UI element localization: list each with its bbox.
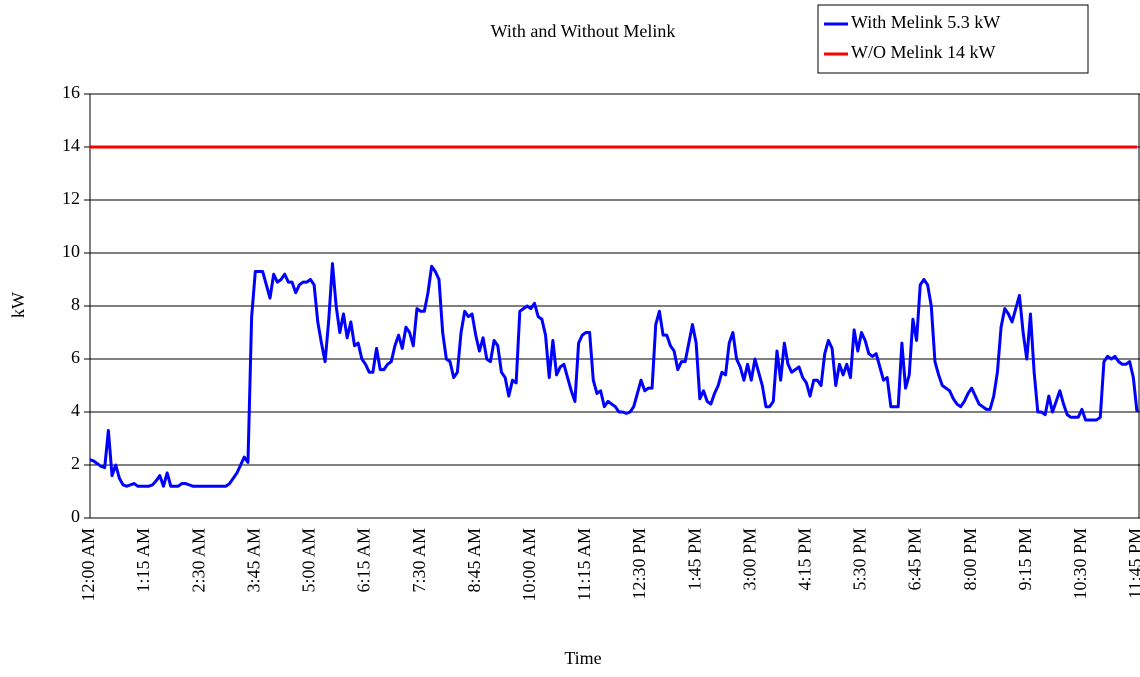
x-tick-label: 7:30 AM [409,528,429,593]
x-tick-label: 5:30 PM [850,528,870,591]
x-tick-label: 10:30 PM [1070,528,1090,600]
y-tick-label: 8 [71,294,80,314]
x-tick-label: 10:00 AM [519,528,539,602]
x-tick-label: 4:15 PM [794,528,814,591]
x-tick-label: 6:15 AM [354,528,374,593]
legend-box [817,4,1089,74]
legend-label: W/O Melink 14 kW [851,42,995,62]
y-tick-label: 4 [71,400,80,420]
plot-border [89,93,1140,519]
chart-title: With and Without Melink [491,21,676,41]
y-tick-label: 6 [71,347,80,367]
y-axis-title: kW [8,292,28,318]
x-tick-label: 11:45 PM [1125,528,1140,599]
x-tick-label: 6:45 PM [905,528,925,591]
y-tick-label: 14 [62,135,80,155]
x-tick-label: 1:15 AM [133,528,153,593]
y-tick-label: 0 [71,506,80,526]
x-tick-label: 2:30 AM [188,528,208,593]
series-line [89,262,1139,488]
x-tick-label: 11:15 AM [574,528,594,601]
x-axis-title: Time [564,648,601,668]
x-tick-label: 8:00 PM [960,528,980,591]
x-tick-label: 3:45 AM [243,528,263,593]
x-tick-label: 5:00 AM [299,528,319,593]
x-tick-label: 8:45 AM [464,528,484,593]
x-tick-label: 9:15 PM [1015,528,1035,591]
x-tick-label: 12:00 AM [78,528,98,602]
y-tick-label: 2 [71,453,80,473]
y-tick-label: 12 [62,188,80,208]
legend-label: With Melink 5.3 kW [851,12,1000,32]
x-tick-label: 3:00 PM [739,528,759,591]
x-tick-label: 12:30 PM [629,528,649,600]
y-tick-label: 16 [62,82,80,102]
x-tick-label: 1:45 PM [684,528,704,591]
y-tick-label: 10 [62,241,80,261]
